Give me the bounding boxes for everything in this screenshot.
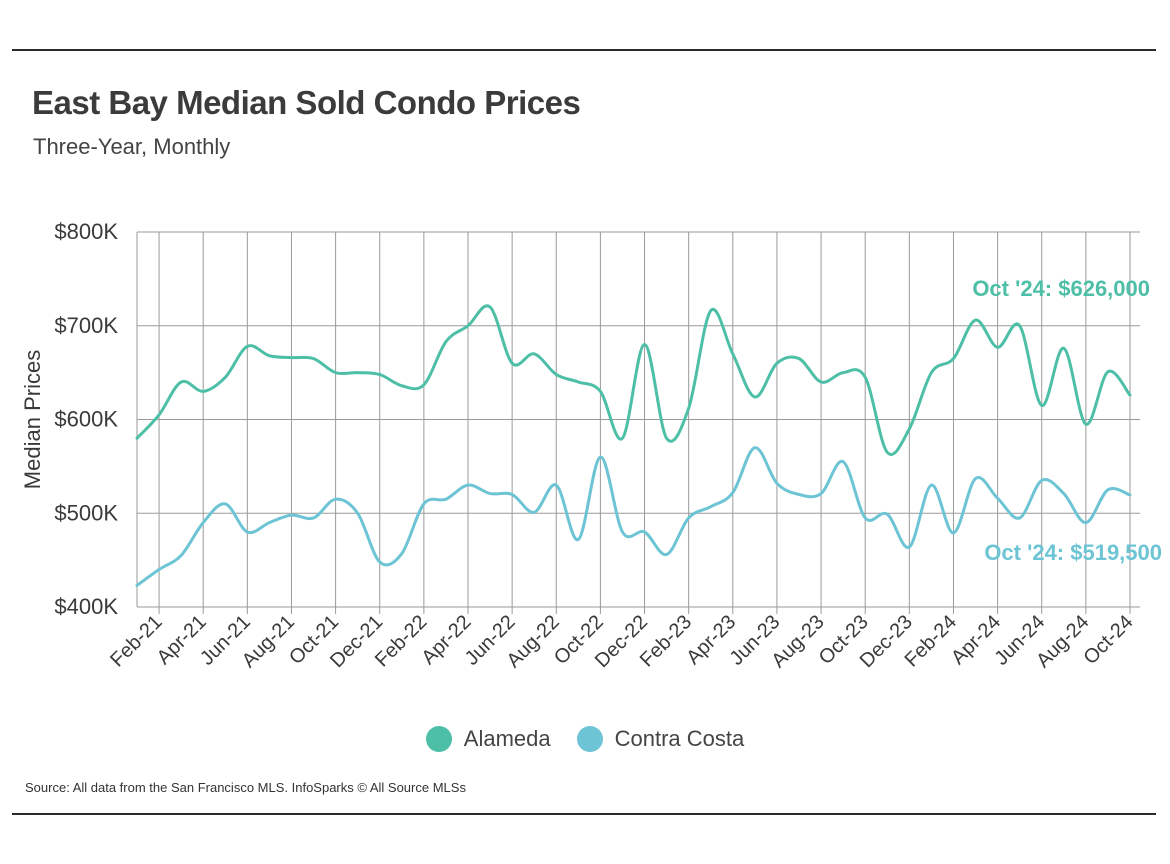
- legend-label-alameda: Alameda: [463, 726, 551, 751]
- legend-swatch-contra-costa: [576, 726, 603, 752]
- annotation-contra-costa: Oct '24: $519,500: [984, 540, 1162, 565]
- bottom-rule: [12, 813, 1156, 815]
- chart-title: East Bay Median Sold Condo Prices: [32, 84, 581, 121]
- y-tick-label: $800K: [54, 219, 118, 244]
- top-rule: [12, 49, 1156, 51]
- y-tick-label: $500K: [54, 500, 118, 525]
- y-tick-label: $400K: [54, 594, 118, 619]
- chart-subtitle: Three-Year, Monthly: [33, 134, 231, 159]
- legend-label-contra-costa: Contra Costa: [614, 726, 745, 751]
- legend-swatch-alameda: [425, 726, 452, 752]
- annotation-alameda: Oct '24: $626,000: [972, 276, 1150, 301]
- series-line-contra-costa: [135, 446, 1132, 587]
- legend-item-alameda[interactable]: Alameda: [425, 726, 551, 752]
- y-tick-label: $700K: [54, 313, 118, 338]
- y-tick-label: $600K: [54, 407, 118, 432]
- legend: Alameda Contra Costa: [0, 726, 1170, 752]
- x-tick-label: Oct-24: [1080, 611, 1138, 669]
- series-line-alameda: [135, 304, 1132, 456]
- x-tick-label: Feb-21: [106, 611, 166, 671]
- source-note: Source: All data from the San Francisco …: [25, 780, 466, 795]
- legend-item-contra-costa[interactable]: Contra Costa: [576, 726, 745, 752]
- y-axis-title: Median Prices: [20, 350, 45, 489]
